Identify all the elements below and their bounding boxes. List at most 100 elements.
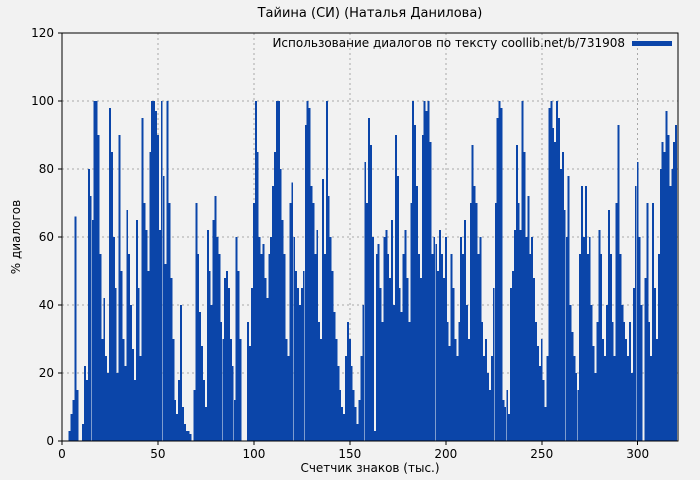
bar [141, 118, 144, 441]
bar [630, 373, 633, 441]
bar [197, 254, 200, 441]
bar [279, 169, 282, 441]
bar [178, 379, 181, 441]
bar [471, 145, 474, 441]
bar [431, 254, 434, 441]
bar [135, 220, 138, 441]
bar [552, 128, 555, 441]
bar [325, 101, 328, 441]
bar [222, 339, 225, 441]
bar [304, 124, 307, 442]
bar [416, 186, 418, 441]
bar [437, 271, 440, 441]
bar [393, 305, 395, 441]
bar [515, 145, 518, 441]
bar [586, 254, 589, 441]
bar [490, 356, 493, 441]
bar [565, 237, 568, 441]
bar [487, 373, 489, 441]
bar [410, 203, 413, 441]
bar [452, 288, 455, 441]
bar [235, 237, 238, 441]
bar [412, 101, 415, 441]
bar [272, 186, 275, 441]
bar [151, 101, 154, 441]
bar [356, 424, 359, 441]
bar [421, 135, 424, 441]
bar [362, 305, 365, 441]
bar [287, 356, 290, 441]
bar [168, 203, 171, 441]
bar [218, 254, 221, 441]
bar [346, 322, 349, 441]
bar [295, 271, 298, 441]
bar [285, 339, 288, 441]
bar [360, 356, 363, 441]
bar [652, 203, 654, 441]
bar [462, 254, 465, 441]
bar [502, 400, 505, 441]
legend-color-sample [632, 40, 672, 46]
bar [366, 203, 369, 441]
bar [559, 169, 562, 441]
bar [529, 254, 532, 441]
bar [621, 305, 624, 441]
bar [308, 107, 311, 442]
bar [320, 339, 323, 441]
bar [477, 254, 480, 441]
bar [444, 237, 447, 441]
bar [157, 135, 159, 441]
bar [170, 277, 173, 441]
bar [101, 339, 104, 441]
bar [533, 277, 536, 441]
bar [153, 101, 156, 441]
bar [498, 101, 501, 441]
bar [602, 339, 605, 441]
bar [95, 101, 98, 441]
bar [377, 243, 380, 441]
bar [229, 339, 232, 441]
bar [268, 254, 271, 441]
bar [189, 434, 192, 441]
bar [540, 339, 543, 441]
x-tick-label: 100 [242, 447, 265, 461]
bar [226, 271, 228, 441]
bar [381, 322, 384, 441]
bar [112, 237, 115, 441]
bar [435, 243, 438, 441]
bar [76, 390, 79, 441]
bar [210, 305, 213, 441]
bar [160, 101, 163, 441]
bar [632, 288, 635, 441]
bar [291, 182, 294, 441]
bar [201, 345, 204, 441]
bar [155, 111, 157, 441]
bar [527, 196, 530, 441]
bar [494, 203, 497, 441]
bar [648, 322, 651, 441]
bar [345, 356, 347, 441]
bar [423, 101, 426, 441]
bar [93, 101, 96, 441]
bar [260, 254, 263, 441]
bar [352, 390, 355, 441]
bar [373, 430, 376, 441]
bar [504, 407, 507, 441]
bar [149, 152, 152, 441]
bar [458, 322, 461, 441]
bar [348, 339, 351, 441]
bar [132, 349, 134, 441]
bar [89, 196, 92, 441]
bar [629, 322, 631, 441]
bar [475, 203, 478, 441]
bar [441, 254, 443, 441]
bar [488, 390, 491, 441]
bar [479, 237, 482, 441]
bar [212, 220, 215, 441]
bar [425, 111, 428, 441]
bar [596, 322, 599, 441]
bar [214, 196, 217, 441]
bar [663, 152, 666, 441]
bar [87, 169, 90, 441]
